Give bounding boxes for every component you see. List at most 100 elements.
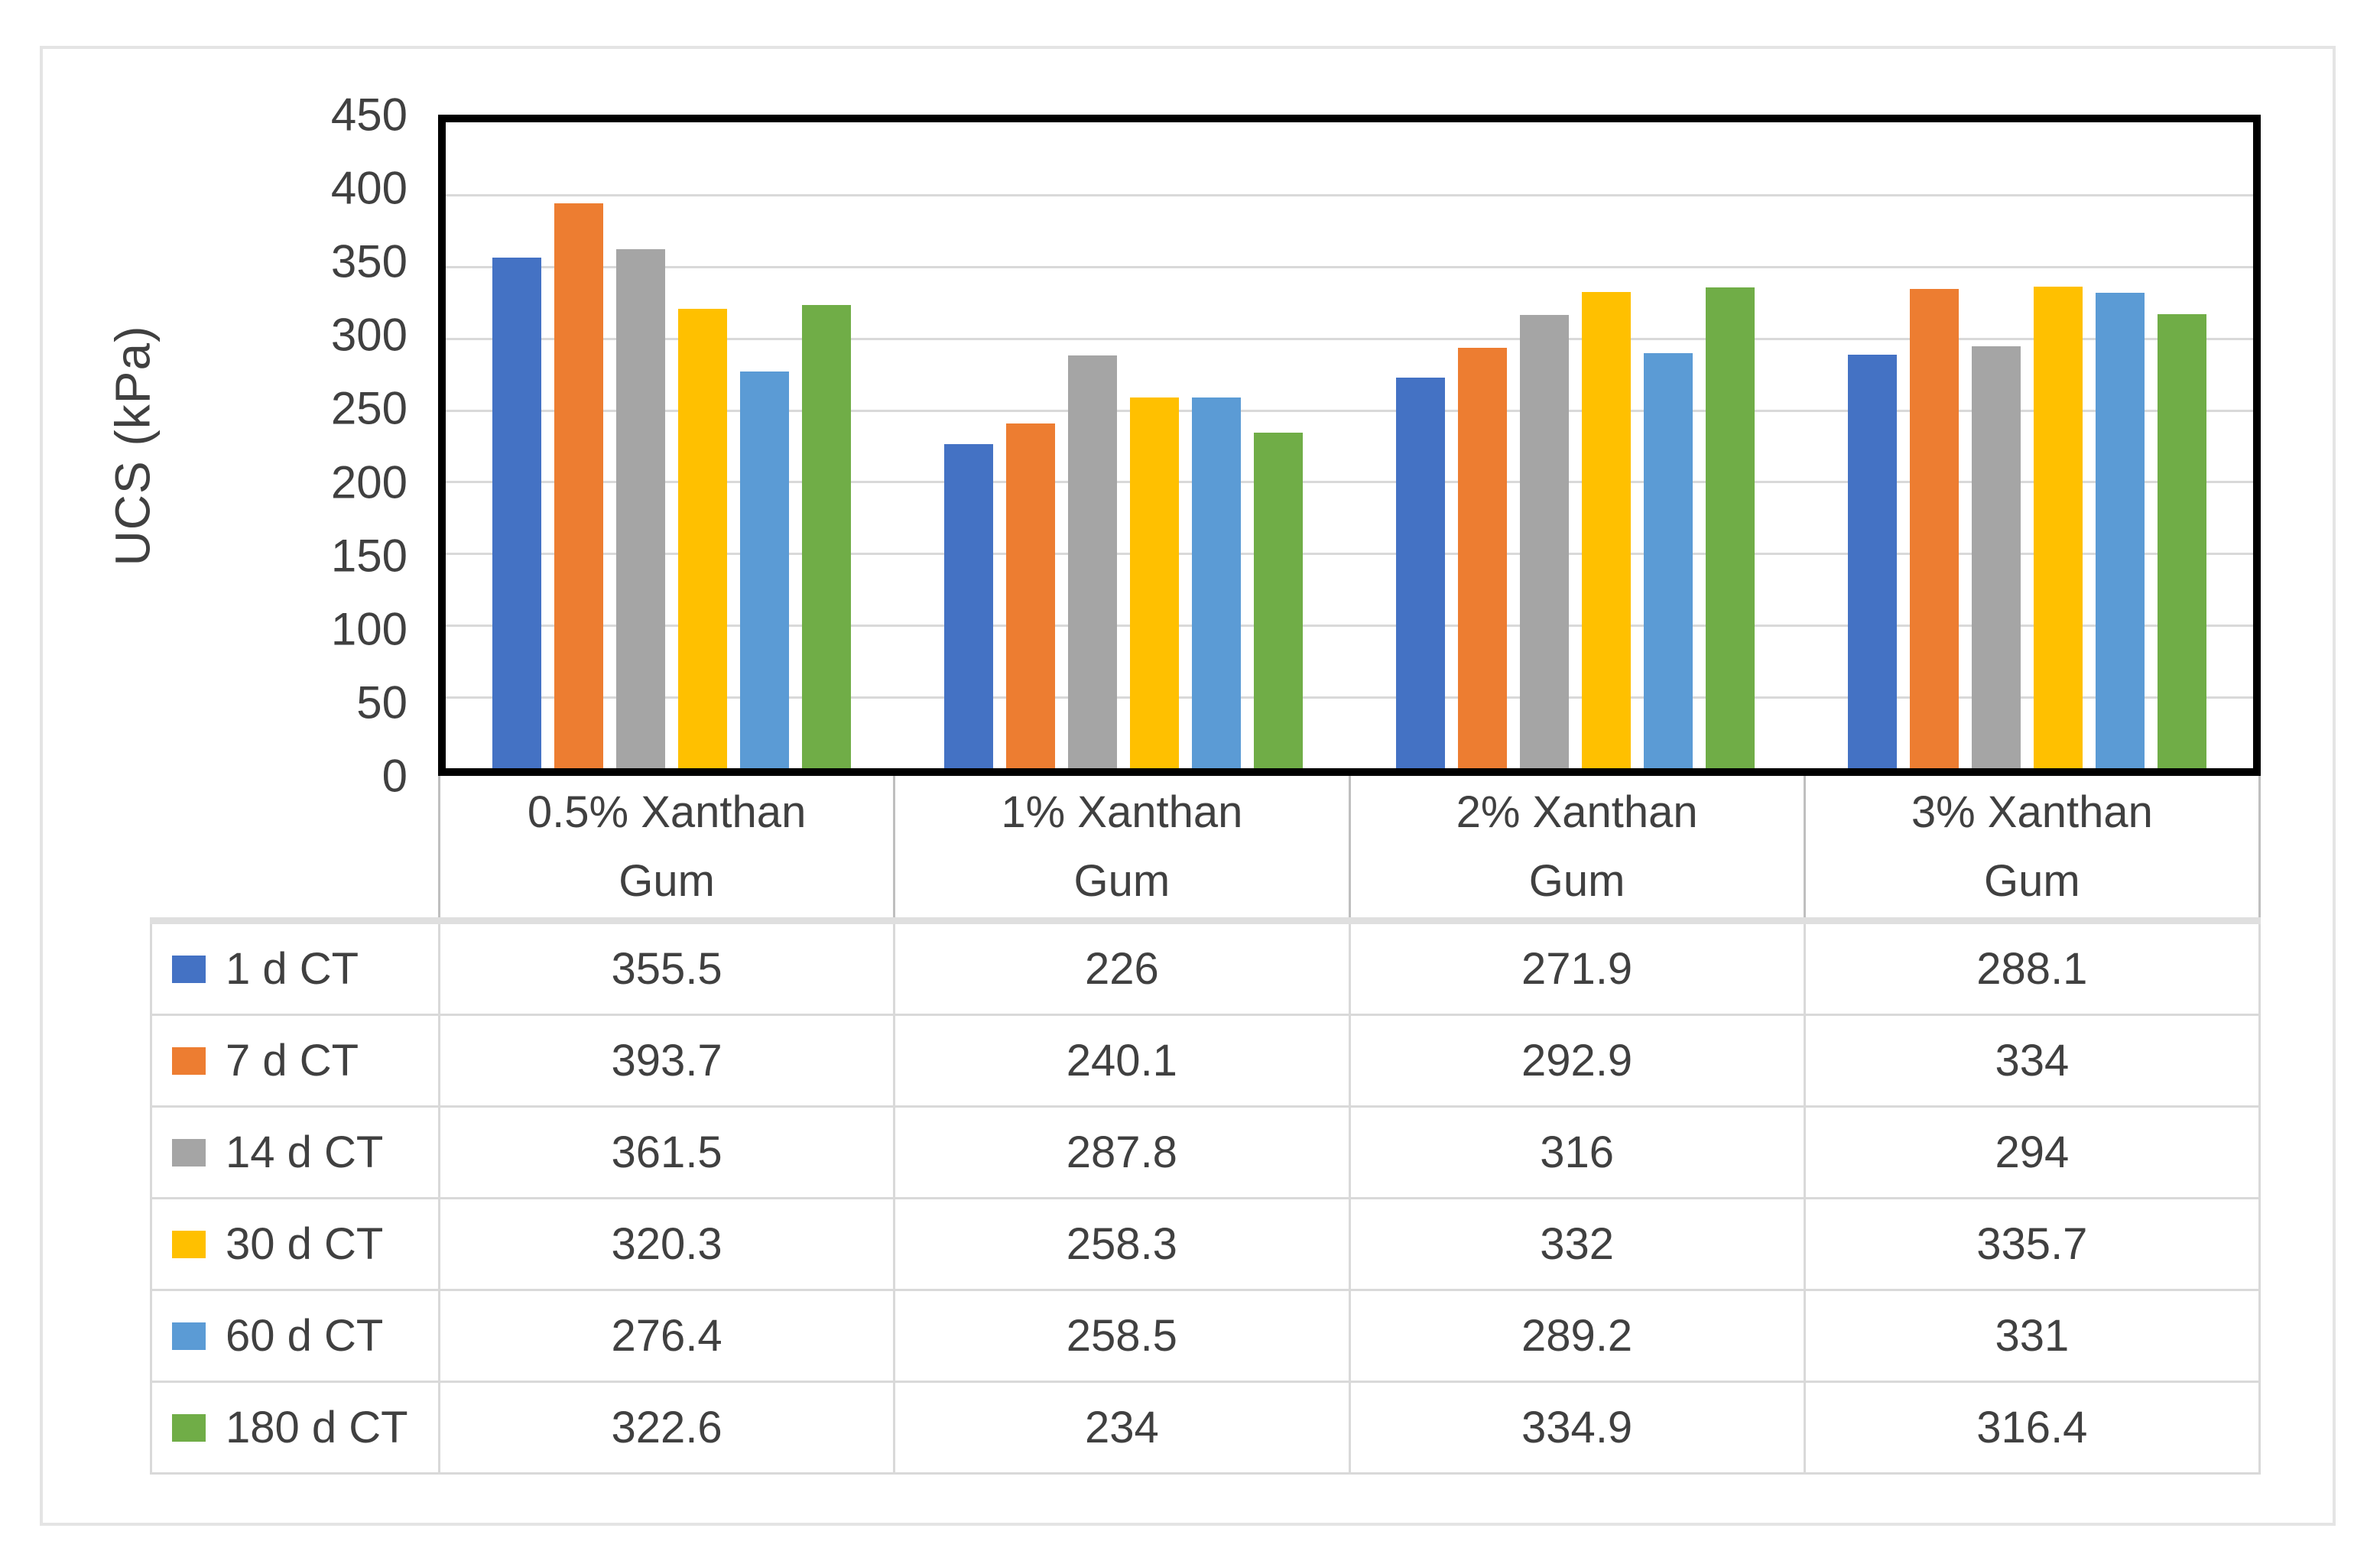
value-cell: 288.1 bbox=[1803, 924, 2261, 1016]
bar-30dct bbox=[1582, 291, 1631, 768]
value-cell: 292.9 bbox=[1348, 1016, 1804, 1108]
value-cell: 322.6 bbox=[438, 1383, 894, 1475]
bar-7dct bbox=[554, 203, 603, 768]
table-row-60dct: 60 d CT 276.4 258.5 289.2 331 bbox=[150, 1291, 2261, 1383]
value-cell: 332 bbox=[1348, 1199, 1804, 1291]
row-label-cell: 14 d CT bbox=[150, 1108, 438, 1199]
value-cell: 316 bbox=[1348, 1108, 1804, 1199]
column-header-line2: Gum bbox=[1984, 855, 2080, 906]
value-cell: 276.4 bbox=[438, 1291, 894, 1383]
gridline bbox=[446, 193, 2253, 196]
column-header-line1: 0.5% Xanthan bbox=[527, 787, 807, 837]
value-cell: 355.5 bbox=[438, 924, 894, 1016]
column-header-2pct-xanthan: 2% Xanthan Gum bbox=[1348, 776, 1804, 917]
row-label: 1 d CT bbox=[226, 944, 359, 994]
gridline bbox=[446, 481, 2253, 484]
bar-1dct bbox=[1396, 378, 1445, 768]
row-label-cell: 60 d CT bbox=[150, 1291, 438, 1383]
y-tick-label: 300 bbox=[330, 309, 407, 361]
table-row-1dct: 1 d CT 355.5 226 271.9 288.1 bbox=[150, 924, 2261, 1016]
table-row-14dct: 14 d CT 361.5 287.8 316 294 bbox=[150, 1108, 2261, 1199]
value-cell: 234 bbox=[893, 1383, 1349, 1475]
bar-60dct bbox=[1644, 352, 1693, 768]
data-table: 0.5% Xanthan Gum 1% Xanthan Gum 2% Xanth… bbox=[150, 776, 2261, 1475]
bar-series-area bbox=[446, 122, 2253, 768]
value-cell: 294 bbox=[1803, 1108, 2261, 1199]
y-tick-label: 100 bbox=[330, 603, 407, 655]
row-label: 60 d CT bbox=[226, 1311, 384, 1361]
value-cell: 226 bbox=[893, 924, 1349, 1016]
gridline bbox=[446, 337, 2253, 340]
table-header-row: 0.5% Xanthan Gum 1% Xanthan Gum 2% Xanth… bbox=[150, 776, 2261, 924]
value-cell: 271.9 bbox=[1348, 924, 1804, 1016]
column-header-line1: 3% Xanthan bbox=[1911, 787, 2153, 837]
value-cell: 258.3 bbox=[893, 1199, 1349, 1291]
legend-swatch-60dct bbox=[172, 1322, 206, 1350]
bar-180dct bbox=[802, 305, 851, 768]
column-header-1pct-xanthan: 1% Xanthan Gum bbox=[893, 776, 1348, 917]
y-tick-label: 400 bbox=[330, 162, 407, 214]
bar-14dct bbox=[1068, 355, 1117, 768]
column-header-3pct-xanthan: 3% Xanthan Gum bbox=[1803, 776, 2261, 917]
table-header-spacer bbox=[150, 776, 438, 917]
column-header-line2: Gum bbox=[619, 855, 715, 906]
bar-14dct bbox=[616, 249, 665, 768]
y-tick-label: 350 bbox=[330, 235, 407, 287]
gridline bbox=[446, 265, 2253, 268]
bar-60dct bbox=[2096, 293, 2145, 768]
bar-30dct bbox=[678, 308, 727, 768]
bar-30dct bbox=[2034, 286, 2083, 768]
value-cell: 316.4 bbox=[1803, 1383, 2261, 1475]
table-row-180dct: 180 d CT 322.6 234 334.9 316.4 bbox=[150, 1383, 2261, 1475]
legend-swatch-1dct bbox=[172, 955, 206, 983]
column-header-0.5pct-xanthan: 0.5% Xanthan Gum bbox=[438, 776, 893, 917]
gridline bbox=[446, 553, 2253, 556]
bar-180dct bbox=[1706, 287, 1755, 768]
bar-60dct bbox=[1192, 397, 1241, 768]
table-row-7dct: 7 d CT 393.7 240.1 292.9 334 bbox=[150, 1016, 2261, 1108]
y-tick-label: 50 bbox=[356, 677, 407, 728]
y-tick-label: 450 bbox=[330, 89, 407, 141]
row-label: 14 d CT bbox=[226, 1128, 384, 1177]
value-cell: 334 bbox=[1803, 1016, 2261, 1108]
bar-group-3pct-xanthan bbox=[1801, 122, 2253, 768]
y-tick-label: 0 bbox=[382, 750, 407, 802]
bar-30dct bbox=[1130, 397, 1179, 768]
bar-group-2pct-xanthan bbox=[1349, 122, 1801, 768]
table-row-30dct: 30 d CT 320.3 258.3 332 335.7 bbox=[150, 1199, 2261, 1291]
bar-7dct bbox=[1458, 348, 1507, 768]
value-cell: 258.5 bbox=[893, 1291, 1349, 1383]
bar-1dct bbox=[944, 443, 993, 768]
bar-14dct bbox=[1972, 346, 2021, 768]
column-header-line1: 2% Xanthan bbox=[1456, 787, 1698, 837]
y-tick-label: 150 bbox=[330, 530, 407, 582]
gridline bbox=[446, 696, 2253, 699]
legend-swatch-7dct bbox=[172, 1046, 206, 1075]
bar-180dct bbox=[1254, 432, 1303, 768]
value-cell: 361.5 bbox=[438, 1108, 894, 1199]
bar-7dct bbox=[1910, 288, 1959, 768]
row-label: 30 d CT bbox=[226, 1219, 384, 1269]
row-label-cell: 1 d CT bbox=[150, 924, 438, 1016]
legend-swatch-180dct bbox=[172, 1413, 206, 1442]
row-label-cell: 180 d CT bbox=[150, 1383, 438, 1475]
column-header-line2: Gum bbox=[1528, 855, 1625, 906]
value-cell: 331 bbox=[1803, 1291, 2261, 1383]
bar-60dct bbox=[740, 371, 789, 768]
bar-180dct bbox=[2158, 313, 2206, 768]
value-cell: 393.7 bbox=[438, 1016, 894, 1108]
gridline bbox=[446, 409, 2253, 412]
row-label: 180 d CT bbox=[226, 1403, 408, 1452]
value-cell: 334.9 bbox=[1348, 1383, 1804, 1475]
gridline bbox=[446, 625, 2253, 628]
value-cell: 289.2 bbox=[1348, 1291, 1804, 1383]
y-tick-label: 250 bbox=[330, 382, 407, 434]
column-header-line1: 1% Xanthan bbox=[1001, 787, 1243, 837]
row-label-cell: 7 d CT bbox=[150, 1016, 438, 1108]
bar-7dct bbox=[1006, 423, 1055, 768]
plot-area bbox=[438, 115, 2261, 776]
bar-1dct bbox=[1848, 355, 1897, 768]
y-axis-title-box: UCS (kPa) bbox=[90, 115, 174, 776]
value-cell: 240.1 bbox=[893, 1016, 1349, 1108]
value-cell: 335.7 bbox=[1803, 1199, 2261, 1291]
